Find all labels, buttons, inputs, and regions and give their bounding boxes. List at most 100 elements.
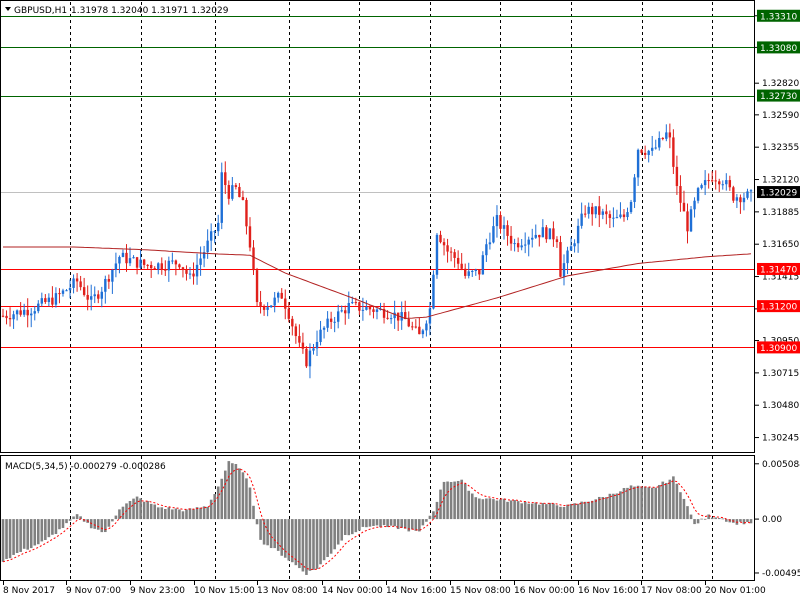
macd-bar [481,499,485,520]
macd-bar [358,519,361,531]
macd-bar [573,503,576,520]
candle-body [284,298,287,309]
macd-bar [195,507,199,520]
candle-body [499,215,502,229]
level-label: 1.33310 [760,12,797,22]
candle-body [220,172,223,223]
x-tick-label: 14 Nov 00:00 [322,586,383,596]
candle-body [633,177,636,202]
macd-bar [636,485,640,520]
candle-body [142,259,146,265]
macd-bar [375,519,379,526]
macd-bar [460,479,463,520]
x-tick-label: 13 Nov 08:00 [257,586,318,596]
macd-bar [185,509,188,520]
candle-body [732,187,735,201]
macd-bar [255,519,259,525]
macd-bar [552,503,555,520]
macd-bar [418,519,421,532]
macd-bar [199,507,202,520]
macd-label: MACD(5,34,5) -0.000279 -0.000286 [5,462,166,472]
candle-body [583,213,587,215]
candle-body [382,308,386,318]
candle-body [608,214,612,218]
candle-body [495,215,499,227]
candle-body [44,298,47,303]
macd-bar [227,461,231,520]
candle-body [612,217,615,219]
candle-body [749,190,753,192]
macd-bar [291,519,294,563]
macd-bar [72,516,75,520]
macd-bar [421,519,425,526]
macd-histogram [1,461,753,575]
candle-body [375,309,379,312]
y-tick-label: 1.31650 [762,240,799,250]
candle-body [471,270,474,272]
candle-body [37,303,40,312]
macd-bar [432,511,435,520]
macd-bar [410,519,414,530]
candle-body [153,268,156,270]
macd-bar [347,519,351,536]
candle-body [90,296,93,300]
macd-bar [121,506,125,520]
candle-body [199,258,202,265]
macd-bar [449,482,453,520]
candle-body [202,252,206,259]
macd-bar [693,519,696,525]
candle-body [414,326,418,328]
macd-bar [661,481,665,520]
macd-bar [223,470,227,520]
candle-body [344,310,347,314]
macd-bar [393,519,396,527]
macd-bar [615,493,619,520]
candle-body [379,308,382,310]
macd-bar [400,519,403,528]
candle-body [488,242,492,245]
macd-bar [601,496,605,520]
x-tick-label: 8 Nov 2017 [3,586,55,596]
candlesticks[interactable] [1,123,753,379]
candle-body [322,327,326,330]
macd-bar [273,519,276,549]
candle-body [573,243,576,247]
macd-tick-label: 0.00 [762,515,782,525]
macd-bar [654,487,658,520]
candle-body [224,172,227,186]
macd-bar [26,519,29,550]
candle-body [97,294,100,299]
candle-body [665,132,668,139]
macd-bar [492,499,495,520]
candle-body [347,302,350,314]
macd-bar [520,503,523,520]
candle-body [234,185,238,187]
macd-bar [562,507,566,520]
candle-body [79,281,82,288]
y-tick-label: 1.32820 [762,79,799,89]
macd-bar [167,507,171,520]
candle-body [651,147,654,151]
candle-body [128,258,132,264]
macd-bar [594,499,598,520]
macd-bar [118,509,121,520]
candle-body [171,260,174,262]
macd-bar [629,485,633,520]
macd-bar [287,519,291,561]
candle-body [474,269,477,271]
candle-body [51,297,54,305]
macd-bar [365,519,368,528]
candle-body [442,242,446,246]
candle-body [192,273,195,277]
candle-body [262,306,266,310]
candle-body [111,269,114,282]
candle-body [746,191,749,198]
candle-body [100,291,103,299]
candle-body [277,292,280,298]
candle-body [700,185,703,189]
candle-body [636,149,640,178]
macd-bar [294,519,298,566]
moving-average [3,246,752,320]
chevron-down-icon[interactable] [5,7,11,11]
